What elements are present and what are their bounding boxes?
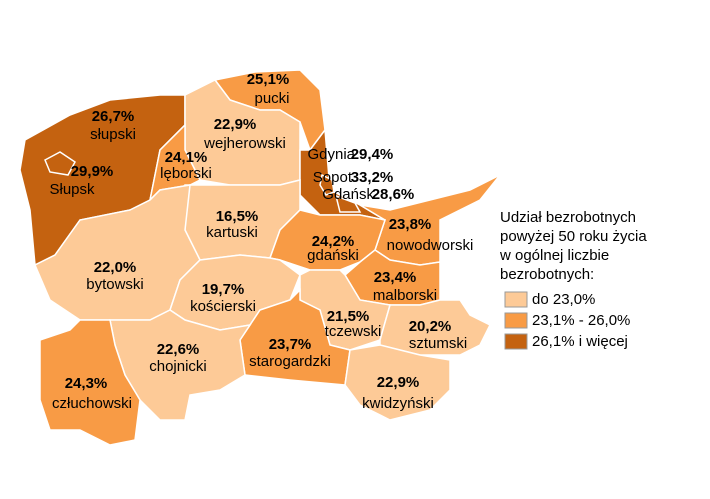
region <box>39 319 141 446</box>
region-name: malborski <box>373 287 437 304</box>
region-name: starogardzki <box>249 353 331 370</box>
region-value: 23,7% <box>269 336 312 353</box>
region-value: 21,5% <box>327 308 370 325</box>
region-value: 26,7% <box>92 108 135 125</box>
region <box>344 344 451 421</box>
legend-title: powyżej 50 roku życia <box>500 228 647 245</box>
region-name: Sopot <box>313 169 353 186</box>
region-name: słupski <box>90 126 136 143</box>
legend-title: Udział bezrobotnych <box>500 209 636 226</box>
legend-label: 23,1% - 26,0% <box>532 312 630 329</box>
legend-label: do 23,0% <box>532 291 595 308</box>
region-value: 22,0% <box>94 259 137 276</box>
region-value: 24,2% <box>312 233 355 250</box>
region <box>379 299 492 356</box>
legend-title: w ogólnej liczbie <box>499 247 609 264</box>
region-name: wejherowski <box>203 135 286 152</box>
region <box>44 151 76 176</box>
region-name: kościerski <box>190 298 256 315</box>
region-value: 24,1% <box>165 149 208 166</box>
region-name: Gdynia <box>307 146 355 163</box>
region-name: Słupsk <box>49 181 95 198</box>
region-name: kwidzyński <box>362 395 434 412</box>
region-value: 16,5% <box>216 208 259 225</box>
region-value: 24,3% <box>65 375 108 392</box>
region-name: lęborski <box>160 165 212 182</box>
region-value: 22,6% <box>157 341 200 358</box>
region-name: sztumski <box>409 335 467 352</box>
region-value: 22,9% <box>214 116 257 133</box>
region-name: Gdańsk <box>322 186 374 203</box>
region-name: gdański <box>307 247 359 264</box>
region <box>334 194 362 213</box>
region-name: chojnicki <box>149 358 207 375</box>
legend-swatch <box>504 291 528 308</box>
legend-swatch <box>504 312 528 329</box>
region-value: 28,6% <box>372 186 415 203</box>
region-value: 29,9% <box>71 163 114 180</box>
region-name: nowodworski <box>387 237 474 254</box>
region-value: 23,8% <box>389 216 432 233</box>
region-name: człuchowski <box>52 395 132 412</box>
region <box>269 209 386 271</box>
region-value: 25,1% <box>247 71 290 88</box>
region-name: bytowski <box>86 276 144 293</box>
region-value: 22,9% <box>377 374 420 391</box>
region-value: 23,4% <box>374 269 417 286</box>
region-value: 29,4% <box>351 146 394 163</box>
region-value: 20,2% <box>409 318 452 335</box>
region-name: kartuski <box>206 224 258 241</box>
legend-label: 26,1% i więcej <box>532 333 628 350</box>
region-name: tczewski <box>325 323 382 340</box>
region <box>319 173 335 196</box>
region-value: 19,7% <box>202 281 245 298</box>
region-value: 33,2% <box>351 169 394 186</box>
region-name: pucki <box>254 90 289 107</box>
legend-title: bezrobotnych: <box>500 266 594 283</box>
legend-swatch <box>504 333 528 350</box>
